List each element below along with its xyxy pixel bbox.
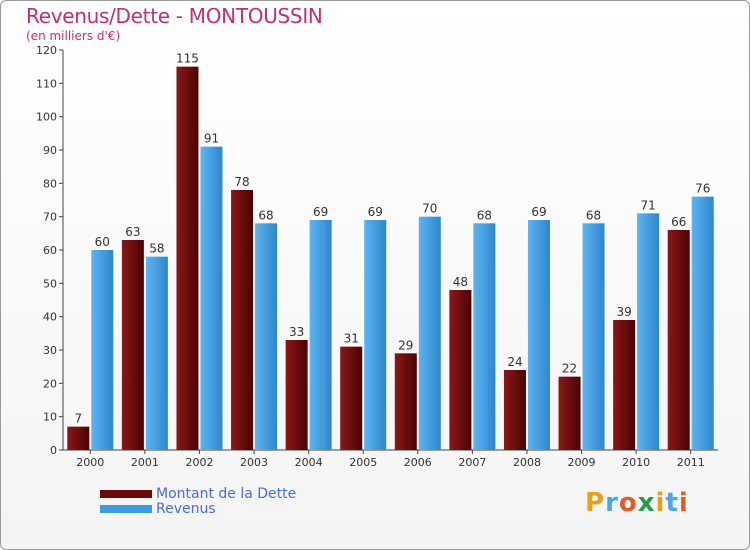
data-label-revenus: 68: [258, 208, 273, 222]
y-tick-label: 20: [43, 377, 57, 390]
data-label-dette: 31: [344, 332, 359, 346]
x-tick-label: 2009: [568, 456, 596, 469]
data-label-revenus: 69: [368, 205, 383, 219]
bar-revenus: [637, 213, 660, 450]
data-label-dette: 63: [125, 225, 140, 239]
bar-revenus: [582, 223, 605, 450]
bar-revenus: [473, 223, 496, 450]
data-label-revenus: 70: [422, 202, 437, 216]
bar-revenus: [200, 146, 223, 450]
data-label-revenus: 69: [531, 205, 546, 219]
bar-revenus: [691, 196, 714, 450]
y-tick-label: 0: [50, 444, 57, 457]
bar-dette: [67, 426, 90, 450]
x-tick-label: 2011: [677, 456, 705, 469]
y-tick-label: 100: [36, 111, 57, 124]
bar-dette: [503, 370, 526, 450]
data-label-dette: 22: [562, 362, 577, 376]
y-tick-label: 50: [43, 277, 57, 290]
legend: Montant de la Dette Revenus: [100, 485, 297, 517]
bar-dette: [231, 190, 254, 450]
y-tick-label: 120: [36, 44, 57, 57]
legend-item-revenus: Revenus: [100, 500, 296, 517]
bar-dette: [121, 240, 144, 450]
bar-dette: [613, 320, 636, 450]
x-tick-label: 2002: [185, 456, 213, 469]
x-tick-label: 2008: [513, 456, 541, 469]
y-tick-label: 60: [43, 244, 57, 257]
y-tick-label: 40: [43, 311, 57, 324]
bar-dette: [394, 353, 417, 450]
data-label-revenus: 60: [95, 235, 110, 249]
legend-swatch-revenus: [100, 504, 152, 513]
bar-revenus: [418, 216, 441, 450]
y-tick-label: 70: [43, 211, 57, 224]
data-label-dette: 39: [616, 305, 631, 319]
y-tick-label: 110: [36, 77, 57, 90]
chart-subtitle: (en milliers d'€): [26, 29, 121, 43]
y-tick-label: 90: [43, 144, 57, 157]
data-label-dette: 78: [234, 175, 249, 189]
bar-dette: [558, 376, 581, 450]
data-label-revenus: 68: [586, 208, 601, 222]
x-tick-label: 2004: [295, 456, 323, 469]
bar-revenus: [255, 223, 278, 450]
data-label-revenus: 76: [695, 182, 710, 196]
data-label-revenus: 68: [477, 208, 492, 222]
x-tick-label: 2006: [404, 456, 432, 469]
bar-dette: [340, 346, 363, 450]
data-label-revenus: 91: [204, 132, 219, 146]
chart-title: Revenus/Dette - MONTOUSSIN: [26, 4, 323, 28]
legend-item-dette: Montant de la Dette: [100, 485, 297, 502]
legend-label-dette: Montant de la Dette: [156, 485, 297, 502]
bar-revenus: [145, 256, 168, 450]
data-label-revenus: 69: [313, 205, 328, 219]
x-tick-label: 2007: [458, 456, 486, 469]
data-label-dette: 24: [507, 355, 522, 369]
x-tick-label: 2003: [240, 456, 268, 469]
data-label-revenus: 58: [149, 242, 164, 256]
y-tick-label: 80: [43, 177, 57, 190]
data-label-dette: 48: [453, 275, 468, 289]
data-label-dette: 115: [176, 52, 199, 66]
data-label-dette: 66: [671, 215, 686, 229]
x-tick-label: 2000: [76, 456, 104, 469]
data-label-revenus: 71: [640, 198, 655, 212]
data-label-dette: 33: [289, 325, 304, 339]
proxiti-logo: Proxiti: [585, 488, 689, 518]
bar-dette: [449, 290, 472, 450]
bar-revenus: [309, 220, 332, 450]
bar-dette: [285, 340, 308, 450]
legend-swatch-dette: [100, 489, 152, 498]
x-tick-label: 2001: [131, 456, 159, 469]
legend-label-revenus: Revenus: [156, 500, 216, 517]
y-tick-label: 10: [43, 411, 57, 424]
bar-revenus: [91, 250, 114, 450]
data-label-dette: 7: [74, 412, 82, 426]
x-tick-label: 2010: [622, 456, 650, 469]
bar-revenus: [364, 220, 387, 450]
data-label-dette: 29: [398, 338, 413, 352]
x-tick-label: 2005: [349, 456, 377, 469]
bar-dette: [667, 230, 690, 450]
bar-revenus: [527, 220, 550, 450]
bar-dette: [176, 66, 199, 451]
y-tick-label: 30: [43, 344, 57, 357]
